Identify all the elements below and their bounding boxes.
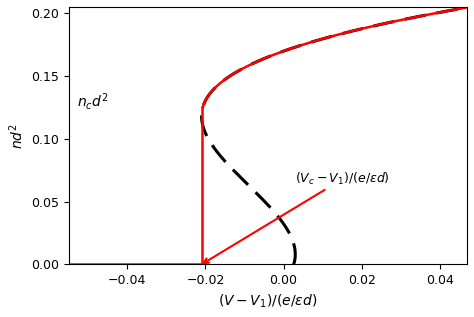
Y-axis label: $nd^2$: $nd^2$ [7, 123, 26, 149]
Text: $n_c d^2$: $n_c d^2$ [77, 91, 108, 112]
Text: $(V_c - V_1)/(e/\varepsilon d)$: $(V_c - V_1)/(e/\varepsilon d)$ [203, 171, 390, 263]
X-axis label: $(V - V_1)/(e/\varepsilon d)$: $(V - V_1)/(e/\varepsilon d)$ [219, 293, 318, 310]
